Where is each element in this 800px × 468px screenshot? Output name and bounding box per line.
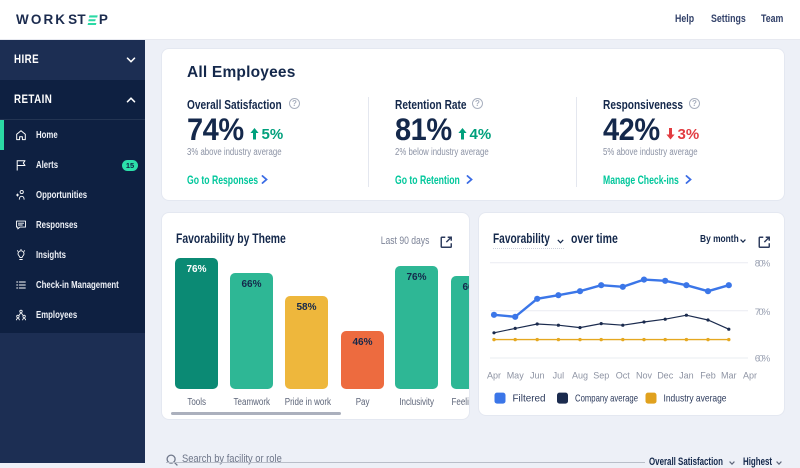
svg-text:Nov: Nov: [636, 371, 653, 381]
svg-text:Mar: Mar: [721, 371, 737, 381]
svg-text:Industry average: Industry average: [664, 393, 727, 405]
svg-text:Oct: Oct: [616, 371, 631, 381]
svg-text:Company average: Company average: [575, 393, 638, 405]
svg-text:Jun: Jun: [530, 371, 545, 381]
svg-text:70%: 70%: [755, 307, 771, 318]
svg-text:Apr: Apr: [487, 371, 501, 381]
svg-text:Sep: Sep: [593, 371, 609, 381]
svg-text:60%: 60%: [755, 353, 771, 364]
svg-text:Apr: Apr: [743, 371, 757, 381]
svg-text:Feb: Feb: [700, 371, 716, 381]
svg-text:Jan: Jan: [679, 371, 694, 381]
svg-text:Aug: Aug: [572, 371, 588, 381]
svg-text:Dec: Dec: [657, 371, 674, 381]
svg-text:Filtered: Filtered: [513, 393, 546, 405]
svg-text:May: May: [507, 371, 525, 381]
svg-text:80%: 80%: [755, 259, 771, 270]
svg-text:Jul: Jul: [553, 371, 565, 381]
